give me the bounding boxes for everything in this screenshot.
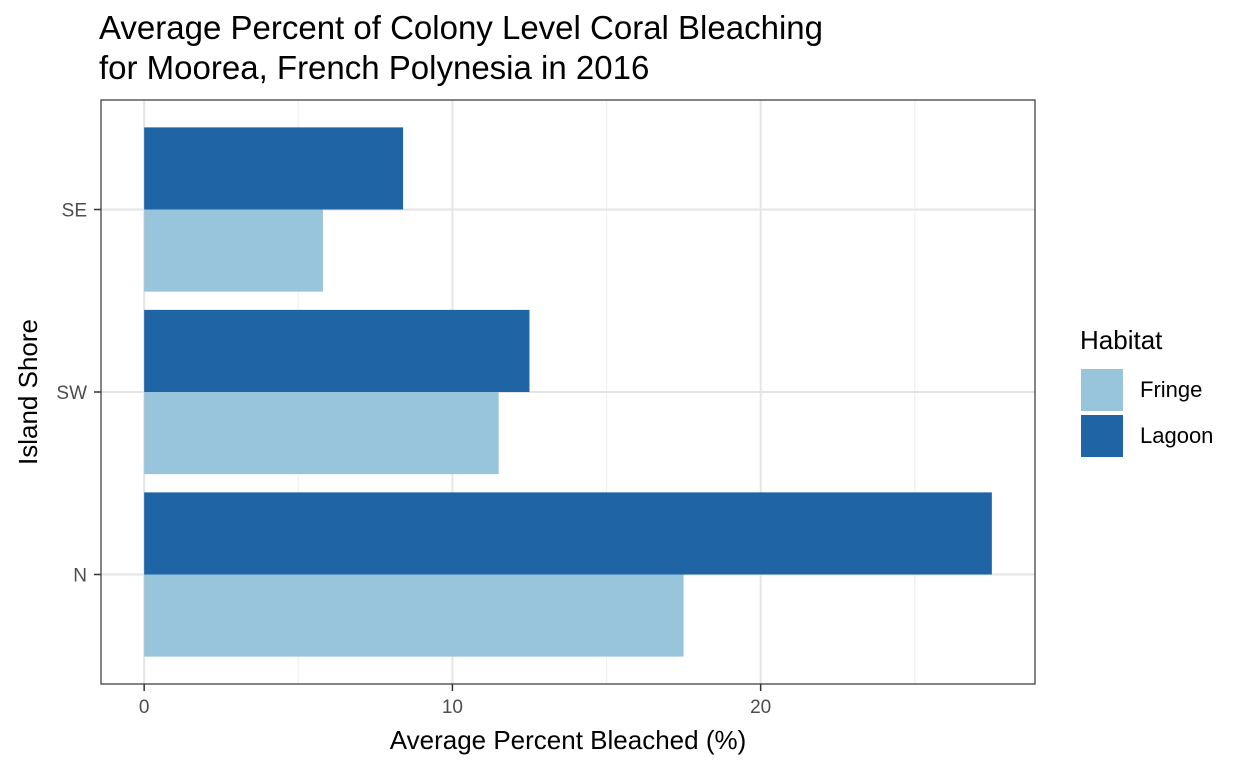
legend-title: Habitat xyxy=(1080,325,1163,355)
bar-fringe-se xyxy=(144,209,323,292)
bar-fringe-sw xyxy=(144,392,499,475)
legend-swatch-lagoon xyxy=(1081,415,1123,457)
bar-lagoon-se xyxy=(144,127,404,210)
legend-item-fringe: Fringe xyxy=(1081,369,1202,411)
x-tick-label: 10 xyxy=(442,697,463,718)
legend-swatch-fringe xyxy=(1081,369,1123,411)
y-tick-label: SE xyxy=(62,201,87,222)
y-tick-label: N xyxy=(73,566,87,587)
x-axis-title: Average Percent Bleached (%) xyxy=(390,725,747,755)
bar-fringe-n xyxy=(144,574,684,657)
legend-label-fringe: Fringe xyxy=(1140,377,1203,402)
bar-lagoon-sw xyxy=(144,309,530,392)
y-axis-title: Island Shore xyxy=(13,319,43,465)
x-tick-label: 20 xyxy=(750,697,771,718)
legend-label-lagoon: Lagoon xyxy=(1140,423,1214,448)
legend-item-lagoon: Lagoon xyxy=(1081,415,1213,457)
chart-title-line-1: Average Percent of Colony Level Coral Bl… xyxy=(99,9,823,46)
y-tick-label: SW xyxy=(56,383,87,404)
chart-title-line-2: for Moorea, French Polynesia in 2016 xyxy=(99,49,650,86)
x-tick-label: 0 xyxy=(139,697,150,718)
bar-lagoon-n xyxy=(144,492,992,575)
